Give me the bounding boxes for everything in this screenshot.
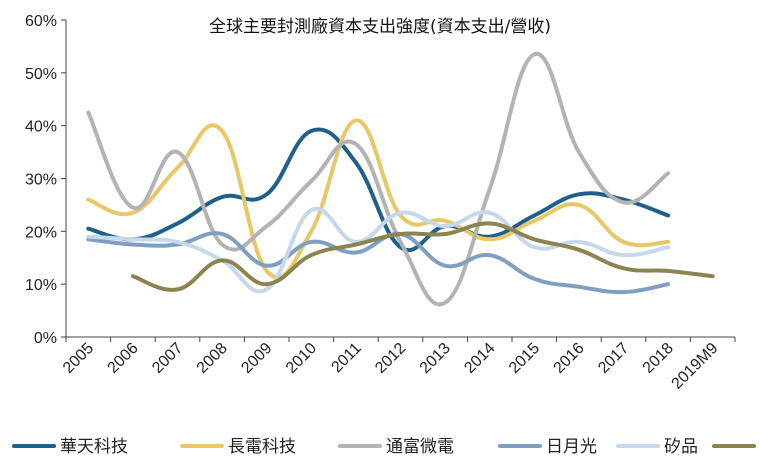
x-tick-label: 2006 [105,340,142,377]
legend-label: 矽品 [664,437,698,457]
series-line-3 [86,52,671,307]
series-lines [86,52,715,307]
y-tick-label: 50% [25,66,57,83]
x-tick-label: 2018 [640,340,677,377]
y-tick-label: 30% [25,172,57,189]
series-line-5 [86,206,671,294]
legend: 華天科技 長電科技 通富微電 日月光 矽品 Amkor [12,437,756,457]
y-tick-label: 0% [34,330,57,347]
chart-title: 全球主要封測廠資本支出強度(資本支出/營收) [209,16,551,37]
x-tick-label: 2008 [194,340,231,377]
x-tick-label: 2011 [328,340,364,376]
legend-label: 日月光 [546,437,597,457]
series-line-1 [86,127,671,252]
x-tick-label: 2015 [506,340,543,377]
x-tick-label: 2013 [417,340,454,377]
y-tick-label: 60% [25,13,57,30]
y-tick-label: 40% [25,119,57,136]
legend-item-1: 華天科技 [12,437,128,457]
legend-label: 通富微電 [386,437,454,457]
x-tick-label: 2014 [461,340,498,377]
x-tick-label: 2009 [238,340,275,377]
x-tick-label: 2005 [60,340,97,377]
legend-item-4: 日月光 [498,437,597,457]
x-tick-label: 2019M9 [669,340,722,393]
x-tick-label: 2010 [283,340,320,377]
legend-label: 長電科技 [228,437,296,457]
legend-item-5: 矽品 [616,437,698,457]
legend-item-3: 通富微電 [338,437,454,457]
x-tick-label: 2007 [149,340,186,377]
series-line-6 [130,221,715,292]
y-tick-label: 20% [25,224,57,241]
x-tick-label: 2016 [551,340,588,377]
series-line-2 [86,118,671,280]
legend-item-2: 長電科技 [180,437,296,457]
y-tick-label: 10% [25,277,57,294]
x-tick-label: 2017 [595,340,632,377]
x-tick-label: 2012 [372,340,409,377]
legend-item-6: Amkor [712,444,756,448]
legend-label: 華天科技 [60,437,128,457]
